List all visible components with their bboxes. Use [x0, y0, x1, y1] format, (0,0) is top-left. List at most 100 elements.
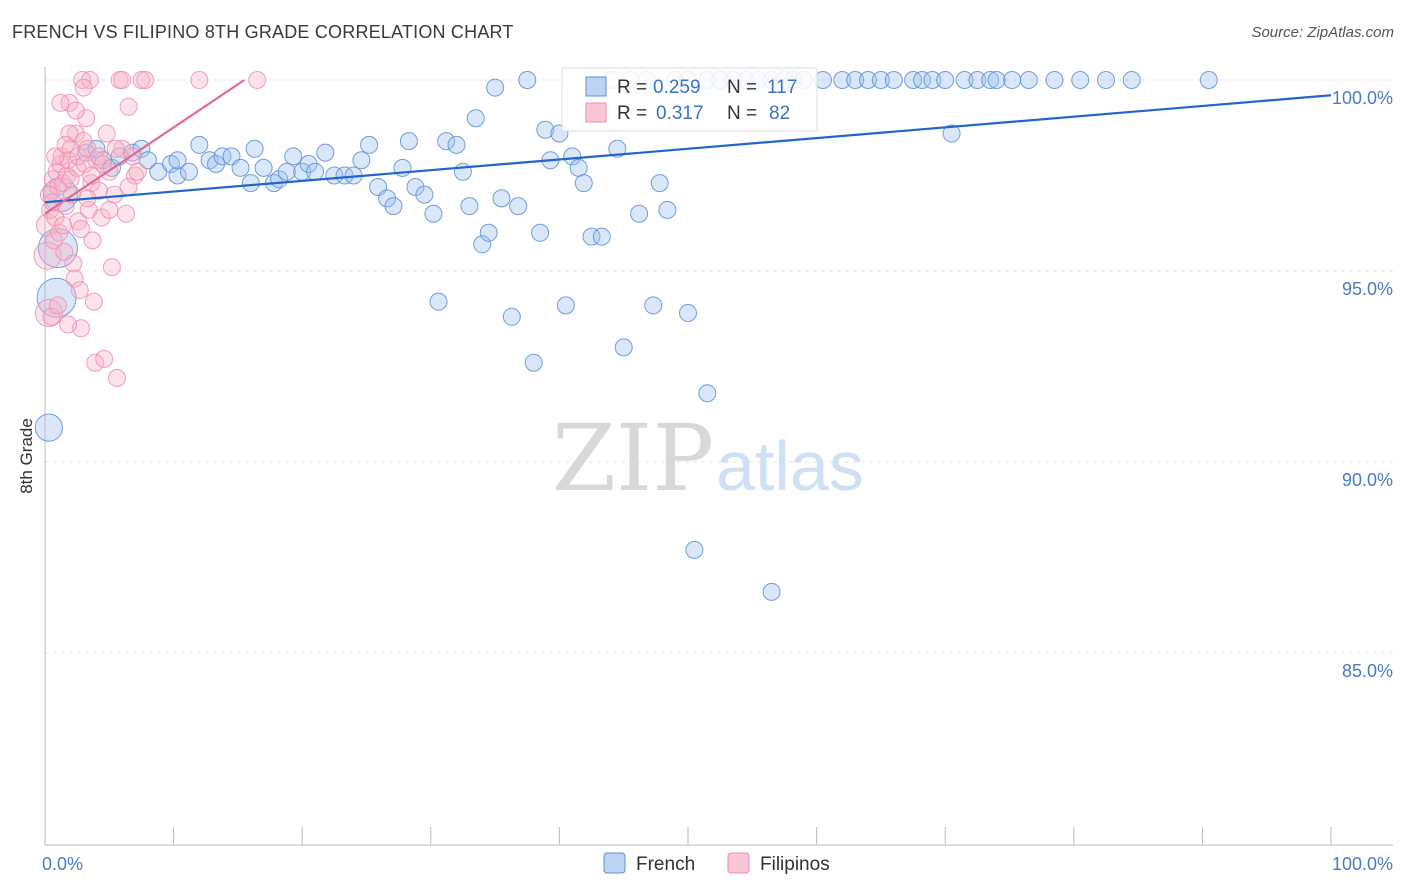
french-point-57 [502, 307, 521, 326]
watermark-zip: ZIP [552, 405, 714, 512]
watermark-atlas: atlas [716, 427, 864, 505]
french-point-56 [492, 189, 511, 208]
french-point-61 [531, 223, 550, 242]
filipinos-point-73 [54, 216, 72, 235]
stats-legend-filipinos-r-label: R = [617, 103, 647, 124]
filipinos-point-42 [95, 349, 114, 368]
filipinos-point-70 [106, 139, 125, 158]
filipinos-point-80 [128, 162, 147, 181]
french-point-43 [399, 132, 418, 151]
series-french-points [34, 71, 1218, 601]
french-point-31 [299, 155, 318, 173]
legend-filipinos-label: Filipinos [760, 854, 830, 875]
french-point-32 [306, 162, 325, 181]
french-point-15 [168, 151, 187, 170]
filipinos-point-41 [92, 208, 111, 227]
french-point-72 [608, 139, 627, 158]
filipinos-point-31 [77, 109, 96, 128]
french-point-111 [1019, 71, 1038, 89]
filipinos-point-62 [113, 71, 132, 89]
filipinos-point-55 [190, 71, 209, 89]
french-point-14 [168, 166, 187, 185]
stats-legend-french-swatch [585, 76, 607, 97]
french-point-95 [871, 71, 890, 89]
filipinos-point-57 [46, 147, 65, 166]
french-point-22 [231, 158, 250, 177]
french-point-54 [479, 223, 498, 242]
filipinos-point-21 [64, 254, 83, 273]
filipinos-point-47 [108, 369, 126, 387]
x-tick-label-1: 100.0% [1332, 854, 1393, 874]
french-point-78 [650, 174, 669, 193]
stats-legend-french-n-label: N = [727, 77, 757, 98]
filipinos-point-43 [97, 124, 116, 143]
y-tick-labels: 100.0% 95.0% 90.0% 85.0% [1332, 88, 1393, 681]
french-point-65 [556, 296, 575, 315]
french-point-47 [429, 292, 448, 311]
french-point-51 [460, 197, 479, 216]
filipinos-point-61 [74, 78, 93, 97]
french-point-116 [1199, 71, 1218, 89]
french-point-102 [955, 71, 974, 89]
watermark: ZIP atlas [552, 405, 864, 512]
filipinos-trend-line [44, 79, 245, 215]
french-point-25 [254, 158, 273, 177]
french-point-19 [207, 155, 225, 173]
series-filipinos-points [33, 71, 267, 387]
french-point-67 [569, 158, 588, 177]
french-point-79 [658, 200, 677, 219]
bottom-legend: French Filipinos [603, 852, 830, 875]
french-point-24 [245, 139, 264, 158]
filipinos-point-78 [100, 200, 119, 219]
filipinos-point-38 [86, 353, 105, 372]
french-point-108 [685, 540, 704, 559]
french-point-29 [284, 147, 303, 166]
stats-legend-french-n-value: 117 [767, 77, 797, 98]
french-point-23 [241, 174, 260, 193]
y-tick-label-1: 95.0% [1342, 279, 1393, 299]
trend-lines [44, 79, 1332, 215]
french-point-69 [582, 227, 601, 246]
french-point-105 [987, 71, 1006, 89]
french-point-68 [574, 174, 593, 193]
filipinos-point-49 [113, 139, 132, 158]
filipinos-point-51 [119, 97, 138, 116]
stats-legend-french-r-label: R = [617, 77, 647, 98]
french-point-114 [1097, 71, 1115, 89]
french-point-16 [180, 162, 198, 181]
filipinos-point-22 [65, 269, 84, 288]
x-tick-label-0: 0.0% [42, 854, 83, 874]
french-point-45 [415, 185, 434, 204]
french-point-3 [34, 413, 64, 442]
french-point-112 [1045, 71, 1064, 89]
french-point-66 [563, 147, 582, 166]
filipinos-point-75 [72, 220, 90, 238]
filipinos-point-50 [117, 204, 135, 223]
y-tick-label-0: 100.0% [1332, 88, 1393, 108]
filipinos-point-77 [90, 147, 108, 166]
french-point-115 [1122, 71, 1141, 89]
filipinos-point-30 [75, 155, 94, 173]
french-point-40 [378, 189, 397, 208]
french-point-73 [614, 338, 633, 357]
french-point-52 [466, 109, 485, 128]
stats-legend-filipinos-swatch [585, 102, 607, 123]
french-point-58 [509, 197, 528, 216]
french-point-92 [833, 71, 852, 89]
filipinos-point-23 [66, 124, 85, 143]
filipinos-point-36 [83, 231, 102, 250]
chart-title: FRENCH VS FILIPINO 8TH GRADE CORRELATION… [12, 22, 514, 42]
french-point-107 [698, 384, 717, 403]
french-point-53 [473, 235, 492, 254]
french-point-101 [942, 124, 961, 143]
filipinos-point-74 [61, 170, 80, 189]
filipinos-point-56 [248, 71, 267, 89]
french-point-113 [1071, 71, 1090, 89]
french-point-98 [913, 71, 932, 89]
filipinos-point-81 [56, 135, 75, 154]
french-point-41 [384, 197, 403, 216]
french-point-103 [968, 71, 987, 89]
filipinos-point-59 [60, 124, 79, 143]
french-point-104 [981, 71, 1000, 89]
